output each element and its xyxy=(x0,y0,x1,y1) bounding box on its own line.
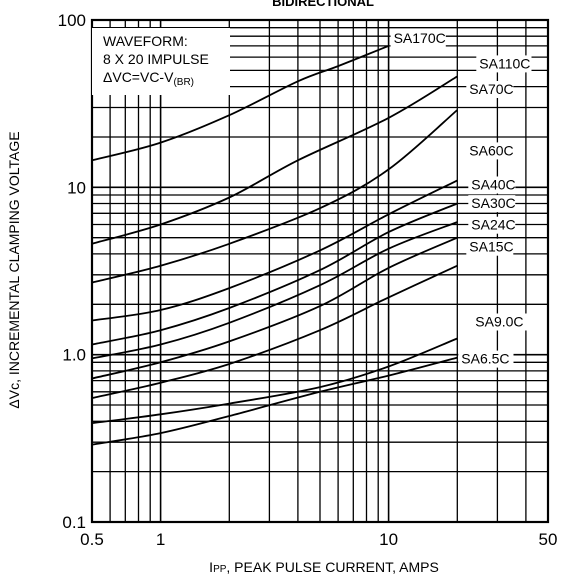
annotation-line-3-main: ΔVC=VC-V xyxy=(103,69,174,85)
series-line xyxy=(91,202,458,346)
x-tick-label: 50 xyxy=(539,530,558,549)
series-line xyxy=(91,45,389,162)
chart-title: BIDIRECTIONAL xyxy=(272,0,374,9)
series-line xyxy=(91,236,458,380)
annotation-box xyxy=(92,28,230,95)
y-tick-label: 1.0 xyxy=(62,346,86,365)
series-line xyxy=(91,75,458,245)
series-line xyxy=(91,179,458,322)
annotation-line-3: ΔVC=VC-V(BR) xyxy=(103,69,194,88)
x-tick-label: 10 xyxy=(379,530,398,549)
x-axis-label: IPP, PEAK PULSE CURRENT, AMPS xyxy=(209,559,439,575)
series-label-bg xyxy=(468,195,516,213)
series-label-bg xyxy=(472,313,528,331)
series-label: SA110C xyxy=(479,55,530,71)
x-axis-label-main: I xyxy=(209,559,213,575)
y-tick-label: 100 xyxy=(58,11,86,30)
frame-layer xyxy=(90,18,550,524)
x-tick-label: 0.5 xyxy=(80,530,104,549)
series-line xyxy=(91,337,458,424)
series-label: SA9.0C xyxy=(475,314,523,330)
label-layer: SA170C SA110C SA70C SA60C SA40C SA30C SA24C SA1… xyxy=(390,29,532,368)
series-label: SA6.5C xyxy=(461,351,509,367)
y-tick-label: 10 xyxy=(67,178,86,197)
series-label-bg xyxy=(468,176,516,194)
series-label: SA15C xyxy=(469,239,513,255)
series-label-bg xyxy=(476,55,532,73)
axis-title-layer: IPP, PEAK PULSE CURRENT, AMPS ΔVc, INCRE… xyxy=(6,131,439,575)
y-tick-label: 0.1 xyxy=(62,513,86,532)
x-axis-label-sub: PP xyxy=(213,564,227,575)
series-label: SA24C xyxy=(471,217,515,233)
series-label-bg xyxy=(466,142,514,160)
series-label: SA170C xyxy=(394,30,446,46)
series-line xyxy=(91,356,458,446)
series-label: SA40C xyxy=(471,177,515,193)
series-label-bg xyxy=(458,350,514,368)
annotation-line-3-sub: (BR) xyxy=(173,77,194,88)
series-label-bg xyxy=(468,216,516,234)
tick-layer: 0.5 1 10 50 0.1 1.0 10 100 xyxy=(58,11,558,549)
series-line xyxy=(91,221,458,360)
series-label: SA30C xyxy=(471,195,515,211)
annotation-layer: WAVEFORM: 8 X 20 IMPULSE ΔVC=VC-V(BR) xyxy=(92,28,230,95)
series-line xyxy=(91,264,458,399)
series-label-bg xyxy=(390,29,446,47)
series-label-bg xyxy=(466,238,514,256)
series-line xyxy=(91,109,458,284)
x-axis-label-rest: , PEAK PULSE CURRENT, AMPS xyxy=(226,559,438,575)
series-label: SA70C xyxy=(469,81,513,97)
title-layer: BIDIRECTIONAL xyxy=(272,0,374,9)
series-label-bg xyxy=(466,81,514,98)
series-label: SA60C xyxy=(469,142,513,158)
plot-frame xyxy=(90,18,550,524)
series-layer xyxy=(91,45,458,446)
x-tick-label: 1 xyxy=(156,530,165,549)
annotation-line-1: WAVEFORM: xyxy=(103,33,188,49)
y-axis-label: ΔVc, INCREMENTAL CLAMPING VOLTAGE xyxy=(6,131,22,408)
annotation-line-2: 8 X 20 IMPULSE xyxy=(103,51,209,67)
